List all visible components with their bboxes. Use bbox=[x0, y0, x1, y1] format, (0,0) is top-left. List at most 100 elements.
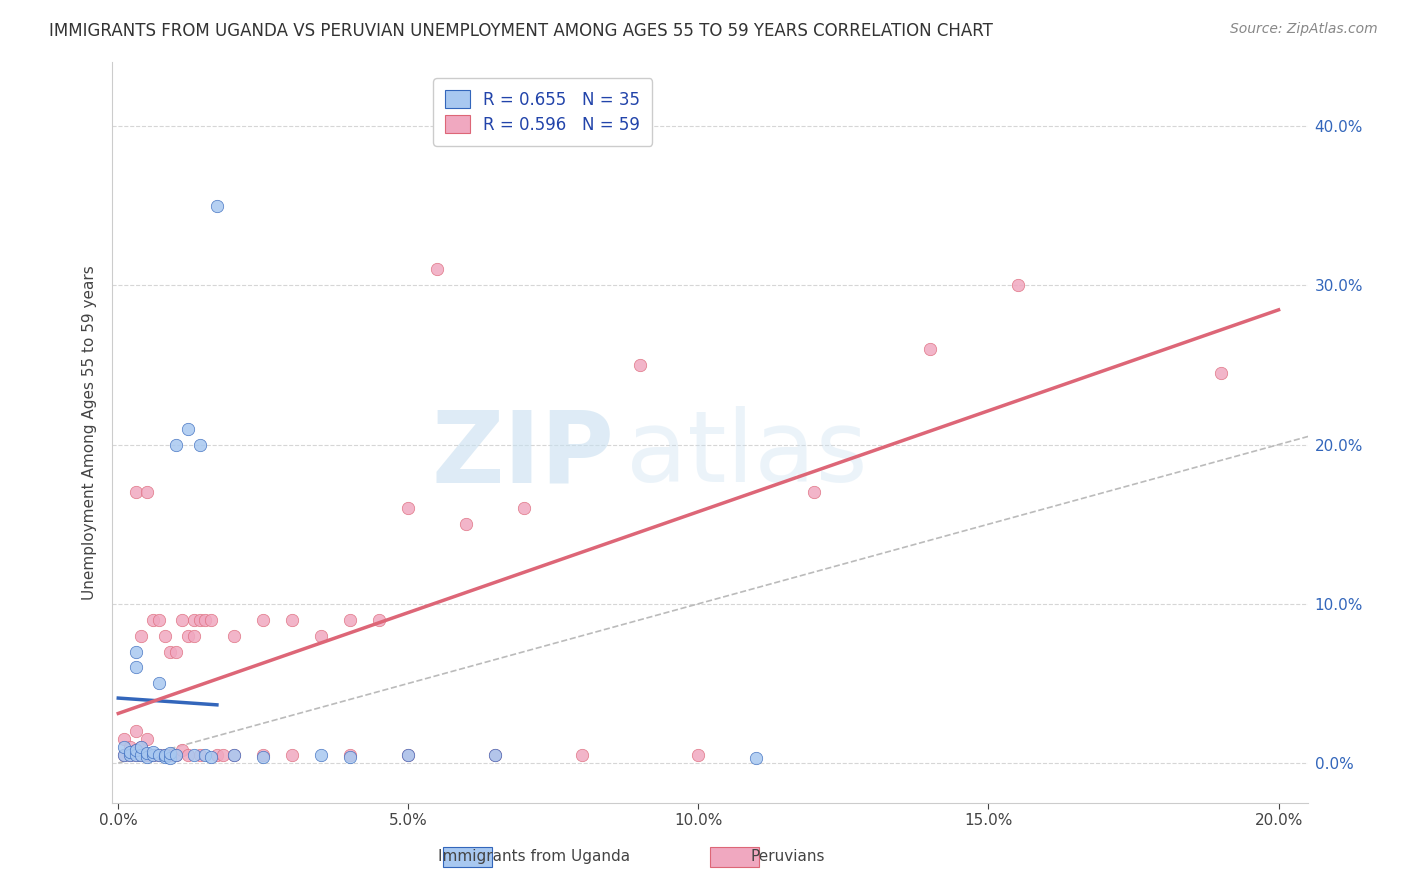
Point bbox=[368, 613, 391, 627]
Point bbox=[142, 613, 165, 627]
Text: Peruvians: Peruvians bbox=[751, 849, 824, 863]
Point bbox=[125, 724, 148, 739]
Point bbox=[159, 751, 181, 765]
Point bbox=[112, 747, 135, 762]
Point bbox=[194, 613, 217, 627]
Point bbox=[183, 747, 205, 762]
Point bbox=[153, 749, 176, 764]
Point bbox=[177, 422, 200, 436]
Point bbox=[142, 747, 165, 762]
Point bbox=[339, 613, 361, 627]
Point bbox=[205, 747, 228, 762]
Point bbox=[172, 613, 194, 627]
Point bbox=[224, 629, 246, 643]
Point bbox=[920, 342, 942, 356]
Text: Immigrants from Uganda: Immigrants from Uganda bbox=[439, 849, 630, 863]
Point bbox=[165, 437, 187, 451]
Point bbox=[224, 747, 246, 762]
Point bbox=[205, 199, 228, 213]
Point bbox=[188, 747, 211, 762]
Point bbox=[148, 613, 170, 627]
Point bbox=[153, 629, 176, 643]
Point bbox=[125, 743, 148, 757]
Point bbox=[628, 358, 651, 372]
Point bbox=[484, 747, 506, 762]
Point bbox=[177, 629, 200, 643]
Point bbox=[224, 747, 246, 762]
Point bbox=[159, 747, 181, 761]
Legend: R = 0.655   N = 35, R = 0.596   N = 59: R = 0.655 N = 35, R = 0.596 N = 59 bbox=[433, 78, 652, 145]
Point bbox=[311, 747, 333, 762]
Point bbox=[136, 747, 159, 762]
Point bbox=[153, 747, 176, 762]
Point bbox=[153, 747, 176, 762]
Point bbox=[118, 747, 141, 762]
Point bbox=[172, 743, 194, 757]
Point bbox=[200, 613, 222, 627]
Point bbox=[131, 740, 153, 755]
Point bbox=[136, 747, 159, 761]
Point bbox=[188, 437, 211, 451]
Point bbox=[159, 644, 181, 658]
Point bbox=[148, 747, 170, 762]
Point bbox=[148, 747, 170, 762]
Point bbox=[136, 732, 159, 747]
Point bbox=[165, 747, 187, 762]
Point bbox=[165, 747, 187, 762]
Point bbox=[125, 747, 148, 762]
Point bbox=[396, 747, 419, 762]
Point bbox=[1209, 366, 1232, 380]
Point bbox=[165, 644, 187, 658]
Point bbox=[200, 749, 222, 764]
Point bbox=[426, 262, 449, 277]
Point bbox=[136, 749, 159, 764]
Point bbox=[803, 485, 825, 500]
Point bbox=[456, 517, 478, 532]
Point bbox=[281, 613, 304, 627]
Point bbox=[688, 747, 710, 762]
Text: IMMIGRANTS FROM UGANDA VS PERUVIAN UNEMPLOYMENT AMONG AGES 55 TO 59 YEARS CORREL: IMMIGRANTS FROM UGANDA VS PERUVIAN UNEMP… bbox=[49, 22, 993, 40]
Point bbox=[188, 613, 211, 627]
Point bbox=[1007, 278, 1029, 293]
Point bbox=[745, 751, 768, 765]
Point bbox=[148, 676, 170, 690]
Point bbox=[112, 740, 135, 755]
Point bbox=[281, 747, 304, 762]
Point bbox=[211, 747, 233, 762]
Point bbox=[252, 747, 274, 762]
Text: Source: ZipAtlas.com: Source: ZipAtlas.com bbox=[1230, 22, 1378, 37]
Point bbox=[125, 485, 148, 500]
Point bbox=[177, 747, 200, 762]
Text: ZIP: ZIP bbox=[432, 407, 614, 503]
Point bbox=[484, 747, 506, 762]
Point bbox=[571, 747, 593, 762]
Point bbox=[252, 749, 274, 764]
Point bbox=[396, 501, 419, 516]
Point bbox=[311, 629, 333, 643]
Point bbox=[112, 747, 135, 762]
Point bbox=[125, 747, 148, 762]
Point bbox=[159, 747, 181, 762]
Point bbox=[136, 485, 159, 500]
Point bbox=[131, 740, 153, 755]
Point bbox=[183, 613, 205, 627]
Point bbox=[118, 747, 141, 762]
Point bbox=[194, 747, 217, 762]
Point bbox=[142, 745, 165, 759]
Point bbox=[396, 747, 419, 762]
Point bbox=[339, 747, 361, 762]
Point bbox=[125, 644, 148, 658]
Point bbox=[339, 749, 361, 764]
Point bbox=[252, 613, 274, 627]
Point bbox=[131, 747, 153, 762]
Point bbox=[142, 747, 165, 762]
Point bbox=[125, 660, 148, 674]
Point bbox=[131, 747, 153, 762]
Text: atlas: atlas bbox=[627, 407, 868, 503]
Point bbox=[112, 732, 135, 747]
Point bbox=[118, 745, 141, 759]
Point bbox=[183, 629, 205, 643]
Point bbox=[118, 740, 141, 755]
Y-axis label: Unemployment Among Ages 55 to 59 years: Unemployment Among Ages 55 to 59 years bbox=[82, 265, 97, 600]
Point bbox=[125, 743, 148, 757]
